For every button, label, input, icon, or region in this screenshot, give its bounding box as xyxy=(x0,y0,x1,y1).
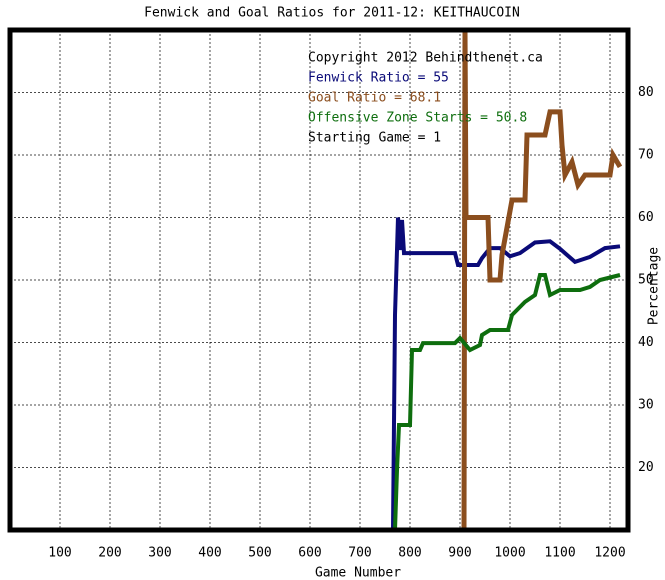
y-tick-label: 30 xyxy=(638,398,654,413)
y-tick-label: 20 xyxy=(638,460,654,475)
series-line xyxy=(461,32,623,528)
x-tick-label: 700 xyxy=(348,546,371,561)
series-line xyxy=(391,217,621,528)
grid xyxy=(10,30,628,530)
y-tick-label: 60 xyxy=(638,210,654,225)
x-tick-label: 400 xyxy=(198,546,221,561)
y-tick-label: 50 xyxy=(638,273,654,288)
x-tick-label: 900 xyxy=(448,546,471,561)
x-tick-label: 600 xyxy=(298,546,321,561)
annotation: Copyright 2012 Behindthenet.ca xyxy=(308,51,543,66)
x-tick-label: 500 xyxy=(248,546,271,561)
x-axis-label: Game Number xyxy=(315,566,401,580)
plot-border xyxy=(7,27,631,533)
plot-lines xyxy=(391,32,623,528)
legend-entry: Offensive Zone Starts = 50.8 xyxy=(308,111,527,126)
x-tick-label: 300 xyxy=(148,546,171,561)
y-tick-label: 40 xyxy=(638,335,654,350)
x-tick-label: 1000 xyxy=(494,546,525,561)
y-tick-label: 80 xyxy=(638,85,654,100)
chart-title: Fenwick and Goal Ratios for 2011-12: KEI… xyxy=(144,6,520,21)
legend: Copyright 2012 Behindthenet.ca Fenwick Ra… xyxy=(308,51,543,146)
y-axis-label: Percentage xyxy=(647,247,662,325)
y-tick-label: 70 xyxy=(638,148,654,163)
x-tick-label: 1200 xyxy=(594,546,625,561)
x-tick-label: 100 xyxy=(48,546,71,561)
series-line xyxy=(393,273,621,528)
x-tick-label: 200 xyxy=(98,546,121,561)
x-tick-label: 1100 xyxy=(544,546,575,561)
legend-entry: Goal Ratio = 68.1 xyxy=(308,91,441,106)
x-tick-label: 800 xyxy=(398,546,421,561)
annotation: Starting Game = 1 xyxy=(308,131,441,146)
legend-entry: Fenwick Ratio = 55 xyxy=(308,71,449,86)
